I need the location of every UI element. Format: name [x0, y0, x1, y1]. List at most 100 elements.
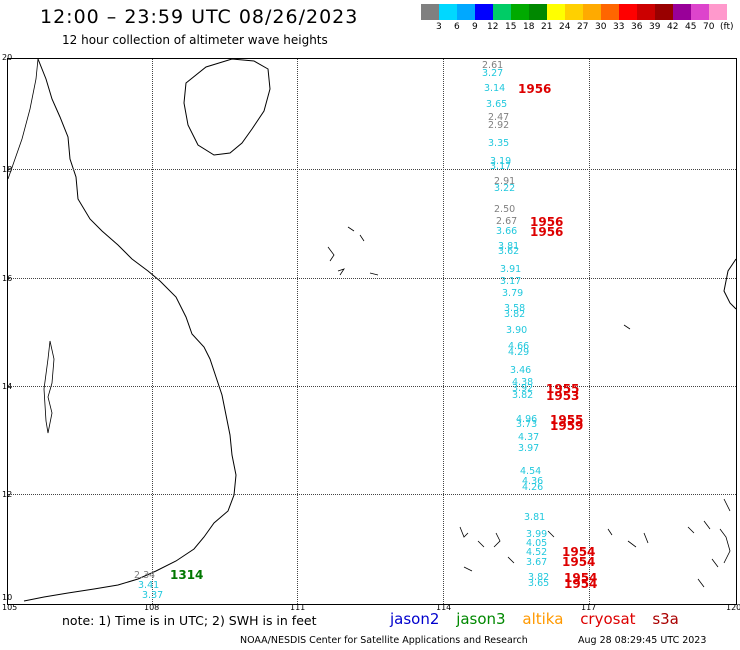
- scale-label: 12: [487, 22, 499, 32]
- scale-label: 27: [577, 22, 589, 32]
- philippines-coastline: [723, 258, 736, 310]
- scale-label: 21: [541, 22, 553, 32]
- scale-swatch: [457, 4, 475, 20]
- lat-label: 14: [2, 382, 13, 391]
- scale-label: 70: [703, 22, 715, 32]
- scale-swatch: [511, 4, 529, 20]
- satellite-altika: altika: [522, 610, 564, 628]
- satellite-jason2: jason2: [390, 610, 440, 628]
- scale-label: 39: [649, 22, 661, 32]
- scale-label: 18: [523, 22, 535, 32]
- scale-swatch: [673, 4, 691, 20]
- swh-observation: 3.82: [504, 309, 526, 320]
- lat-label: 18: [2, 165, 13, 174]
- swh-observation: 4.37: [518, 432, 540, 443]
- scale-label: 45: [685, 22, 697, 32]
- pass-time-label: 1954: [564, 571, 598, 585]
- scale-swatch: [529, 4, 547, 20]
- lon-label: 114: [436, 603, 452, 612]
- credit-line: NOAA/NESDIS Center for Satellite Applica…: [240, 635, 528, 646]
- scale-label: 24: [559, 22, 571, 32]
- swh-observation: 3.65: [528, 578, 550, 589]
- meridian-108: [152, 59, 153, 604]
- scale-label: (ft): [720, 22, 734, 32]
- swh-observation: 3.91: [500, 264, 522, 275]
- swh-observation: 3.73: [516, 419, 538, 430]
- pass-time-label: 1954: [562, 555, 596, 569]
- swh-observation: 4.29: [508, 347, 530, 358]
- satellite-s3a: s3a: [652, 610, 679, 628]
- parallel-16: [8, 278, 736, 279]
- scale-swatch: [655, 4, 673, 20]
- swh-observation: 3.99: [526, 529, 548, 540]
- scale-swatch: [439, 4, 457, 20]
- swh-observation: 3.67: [526, 557, 548, 568]
- scale-swatch: [475, 4, 493, 20]
- lon-label: 105: [2, 603, 18, 612]
- swh-observation: 3.79: [502, 288, 524, 299]
- wave-height-color-scale: [421, 4, 727, 20]
- swh-observation: 3.92: [512, 383, 534, 394]
- altimeter-map: 20 18 16 14 12 10 105 108 111 114 117 12…: [2, 53, 740, 612]
- meridian-114: [443, 59, 444, 604]
- spratly-islands: [459, 498, 731, 588]
- lon-label: 120: [726, 603, 740, 612]
- lon-label: 108: [144, 603, 160, 612]
- scale-swatch: [493, 4, 511, 20]
- map-title: 12:00 – 23:59 UTC 08/26/2023: [40, 6, 359, 28]
- lat-label: 20: [2, 53, 13, 62]
- pass-time-label: 1956: [518, 82, 552, 96]
- swh-observation: 3.81: [498, 241, 520, 252]
- scale-label: 6: [454, 22, 460, 32]
- swh-observation: 3.14: [484, 83, 506, 94]
- pass-time-label: 1959: [550, 419, 584, 433]
- phu-quoc-island: [43, 340, 55, 434]
- swh-observation: 4.38: [512, 377, 534, 388]
- swh-observation: 3.65: [486, 99, 508, 110]
- swh-observation: 3.58: [504, 303, 526, 314]
- units-note: note: 1) Time is in UTC; 2) SWH is in fe…: [62, 613, 317, 628]
- swh-observation: 2.34: [134, 570, 156, 581]
- swh-observation: 2.50: [494, 204, 516, 215]
- hainan-island: [183, 59, 271, 156]
- meridian-117: [589, 59, 590, 604]
- scale-label: 36: [631, 22, 643, 32]
- swh-observation: 3.19: [490, 156, 512, 167]
- pass-time-label: 1314: [170, 568, 204, 582]
- scale-label: 9: [472, 22, 478, 32]
- scale-swatch: [547, 4, 565, 20]
- scale-label: 42: [667, 22, 679, 32]
- lat-label: 16: [2, 274, 13, 283]
- scale-swatch: [421, 4, 439, 20]
- satellite-legend: jason2 jason3 altika cryosat s3a: [390, 610, 691, 628]
- swh-observation: 2.47: [488, 112, 510, 123]
- swh-observation: 3.46: [510, 365, 532, 376]
- swh-observation: 3.27: [482, 68, 504, 79]
- swh-observation: 3.90: [506, 325, 528, 336]
- swh-observation: 3.22: [494, 183, 516, 194]
- swh-observation: 4.66: [508, 341, 530, 352]
- swh-observation: 3.35: [488, 138, 510, 149]
- scale-label: 3: [436, 22, 442, 32]
- mainland-coastline: [23, 59, 237, 602]
- scale-swatch: [691, 4, 709, 20]
- reef-marker: [623, 324, 631, 330]
- lat-label: 12: [2, 490, 13, 499]
- pass-time-label: 1954: [562, 545, 596, 559]
- swh-observation: 3.82: [512, 390, 534, 401]
- swh-observation: 2.61: [482, 60, 504, 71]
- parallel-12: [8, 494, 736, 495]
- swh-observation: 2.67: [496, 216, 518, 227]
- swh-observation: 2.92: [488, 120, 510, 131]
- parallel-14: [8, 386, 736, 387]
- swh-observation: 3.17: [500, 276, 522, 287]
- satellite-jason3: jason3: [456, 610, 506, 628]
- pass-time-label: 1955: [550, 413, 584, 427]
- pass-time-label: 1956: [530, 215, 564, 229]
- scale-swatch: [637, 4, 655, 20]
- swh-observation: 3.82: [528, 572, 550, 583]
- swh-observation: 4.52: [526, 547, 548, 558]
- swh-observation: 3.41: [138, 580, 160, 591]
- pass-time-label: 1956: [530, 225, 564, 239]
- scale-swatch: [583, 4, 601, 20]
